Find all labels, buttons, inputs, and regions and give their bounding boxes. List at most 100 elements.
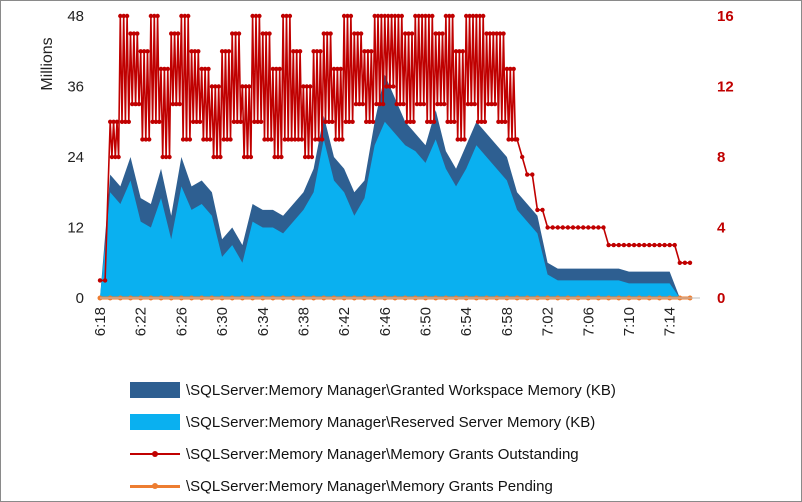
- marker-outstanding-250: [555, 225, 560, 230]
- x-tick-label-5: 6:38: [295, 307, 312, 336]
- marker-outstanding-248: [545, 225, 550, 230]
- marker-outstanding-158: [372, 13, 377, 19]
- marker-outstanding-110: [291, 49, 296, 54]
- legend-label-granted: \SQLServer:Memory Manager\Granted Worksp…: [186, 381, 616, 399]
- marker-outstanding-140: [341, 13, 347, 19]
- left-tick-label-0: 0: [76, 290, 84, 307]
- marker-outstanding-73: [228, 137, 233, 142]
- marker-outstanding-91: [258, 119, 264, 125]
- marker-outstanding-179: [408, 119, 413, 125]
- marker-outstanding-168: [389, 13, 394, 19]
- marker-outstanding-197: [438, 101, 443, 107]
- marker-outstanding-51: [191, 119, 196, 125]
- marker-outstanding-208: [457, 49, 462, 54]
- marker-outstanding-272: [667, 242, 672, 248]
- marker-outstanding-22: [141, 49, 147, 54]
- marker-outstanding-130: [325, 31, 330, 36]
- legend-swatch-reserved: [130, 414, 180, 430]
- marker-outstanding-240: [511, 66, 516, 72]
- marker-outstanding-229: [492, 101, 498, 107]
- right-ticks: 0 4 8 12 16: [717, 8, 734, 307]
- marker-outstanding-14: [128, 31, 133, 36]
- marker-outstanding-146: [352, 31, 357, 36]
- marker-outstanding-264: [626, 242, 632, 248]
- marker-outstanding-83: [245, 154, 250, 160]
- marker-outstanding-7: [116, 154, 121, 160]
- marker-outstanding-200: [443, 13, 449, 19]
- legend-item-pending: \SQLServer:Memory Manager\Memory Grants …: [130, 470, 790, 502]
- marker-outstanding-176: [403, 31, 408, 36]
- marker-outstanding-126: [318, 49, 323, 54]
- marker-outstanding-251: [560, 225, 565, 230]
- marker-outstanding-5: [113, 154, 118, 160]
- marker-outstanding-249: [550, 225, 555, 230]
- marker-outstanding-117: [302, 154, 308, 160]
- marker-outstanding-151: [360, 101, 365, 107]
- marker-outstanding-254: [575, 225, 581, 230]
- marker-outstanding-258: [596, 225, 601, 230]
- marker-outstanding-3: [109, 154, 115, 160]
- marker-outstanding-177: [404, 119, 410, 125]
- marker-outstanding-93: [262, 137, 267, 142]
- marker-outstanding-174: [399, 13, 404, 19]
- marker-outstanding-127: [319, 137, 325, 142]
- marker-outstanding-161: [377, 101, 382, 107]
- marker-outstanding-39: [170, 101, 176, 107]
- left-ticks: 0 12 24 36 48: [67, 8, 84, 307]
- marker-outstanding-135: [333, 137, 338, 142]
- marker-outstanding-84: [247, 84, 252, 89]
- marker-outstanding-35: [163, 154, 169, 160]
- marker-outstanding-57: [201, 137, 206, 142]
- marker-outstanding-263: [621, 242, 627, 248]
- marker-outstanding-222: [481, 13, 486, 19]
- marker-outstanding-102: [277, 66, 282, 72]
- marker-outstanding-132: [328, 31, 333, 36]
- marker-outstanding-12: [124, 13, 130, 19]
- legend-label-pending: \SQLServer:Memory Manager\Memory Grants …: [186, 477, 553, 495]
- marker-outstanding-99: [272, 154, 277, 160]
- marker-outstanding-268: [647, 242, 652, 248]
- marker-outstanding-6: [114, 119, 120, 125]
- marker-outstanding-28: [152, 13, 157, 19]
- marker-outstanding-247: [540, 207, 545, 213]
- marker-outstanding-87: [252, 119, 257, 125]
- marker-outstanding-32: [158, 66, 164, 72]
- marker-outstanding-100: [274, 66, 279, 72]
- marker-outstanding-191: [428, 119, 433, 125]
- marker-outstanding-228: [491, 31, 496, 36]
- x-tick-label-11: 7:02: [540, 307, 557, 336]
- marker-outstanding-141: [343, 119, 348, 125]
- marker-outstanding-103: [279, 154, 284, 160]
- right-tick-label-3: 12: [717, 79, 734, 96]
- marker-outstanding-171: [394, 101, 399, 107]
- marker-outstanding-45: [180, 137, 186, 142]
- x-tick-label-6: 6:42: [336, 307, 353, 336]
- marker-outstanding-273: [672, 242, 677, 248]
- marker-outstanding-111: [292, 137, 298, 142]
- marker-outstanding-82: [243, 84, 248, 89]
- marker-outstanding-185: [418, 101, 423, 107]
- marker-outstanding-138: [338, 66, 343, 72]
- marker-outstanding-237: [506, 137, 511, 142]
- marker-outstanding-121: [309, 154, 315, 160]
- plot-lines: [97, 13, 693, 301]
- marker-outstanding-173: [397, 101, 403, 107]
- x-tick-label-13: 7:10: [621, 307, 638, 336]
- marker-outstanding-180: [409, 31, 415, 36]
- marker-outstanding-37: [167, 154, 172, 160]
- marker-outstanding-48: [186, 13, 191, 19]
- marker-outstanding-77: [235, 119, 240, 125]
- x-tick-label-1: 6:22: [133, 307, 150, 336]
- marker-outstanding-11: [123, 119, 128, 125]
- marker-outstanding-92: [260, 31, 265, 36]
- marker-outstanding-54: [196, 49, 201, 54]
- marker-outstanding-193: [431, 119, 437, 125]
- marker-outstanding-259: [601, 225, 606, 230]
- marker-outstanding-215: [469, 101, 474, 107]
- marker-outstanding-80: [240, 84, 245, 89]
- marker-outstanding-178: [406, 31, 411, 36]
- marker-outstanding-156: [369, 49, 374, 54]
- marker-outstanding-46: [182, 13, 187, 19]
- marker-outstanding-33: [160, 154, 165, 160]
- marker-outstanding-18: [135, 31, 140, 36]
